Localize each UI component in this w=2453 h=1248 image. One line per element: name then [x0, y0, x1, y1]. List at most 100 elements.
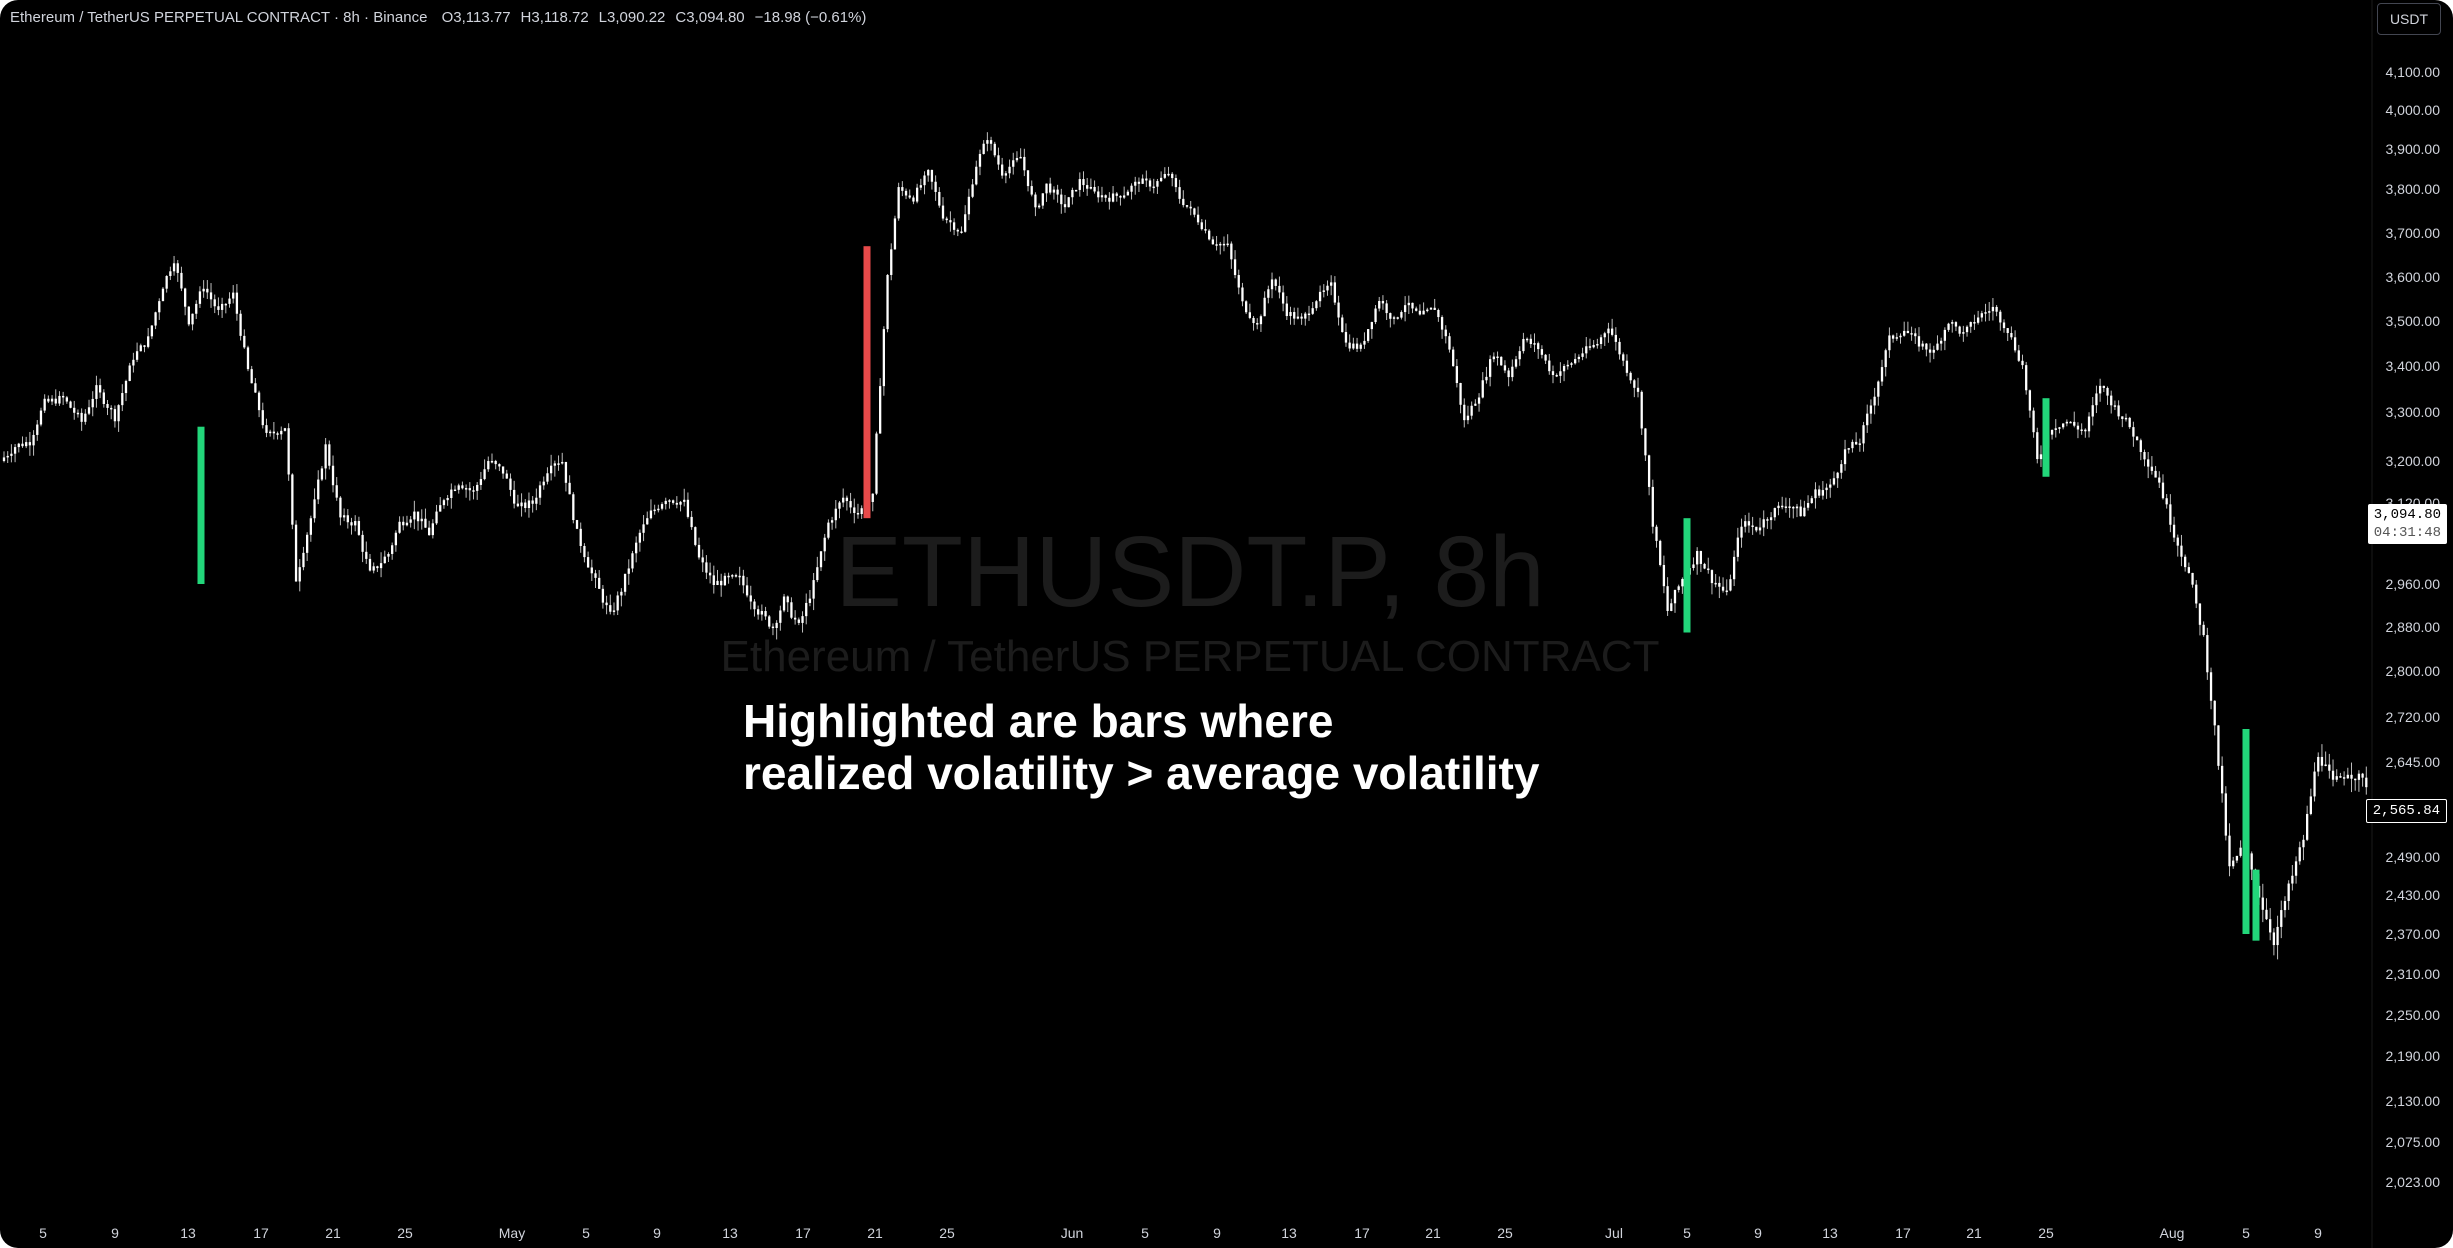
candle-body — [2050, 429, 2054, 435]
candle-body — [117, 405, 120, 422]
candle-body — [1921, 343, 1924, 347]
candle-body — [616, 595, 619, 611]
candle-body — [1980, 313, 1983, 318]
candle-body — [198, 291, 202, 304]
candle-body — [1991, 306, 1995, 312]
candle-body — [1696, 551, 1699, 565]
candle-body — [184, 288, 187, 307]
candle-body — [1511, 366, 1514, 378]
candle-body — [1204, 229, 1207, 231]
x-tick-label: 9 — [1213, 1225, 1221, 1241]
candle-body — [1245, 301, 1248, 313]
candle-body — [1529, 338, 1532, 344]
candle-body — [172, 263, 176, 272]
candle-body — [1470, 405, 1473, 416]
candle-body — [1426, 309, 1429, 312]
y-tick-label: 4,100.00 — [2386, 64, 2441, 80]
candle-body — [897, 187, 900, 219]
candle-body — [435, 511, 438, 524]
candle-body — [1862, 425, 1865, 444]
candle-body — [1699, 551, 1703, 564]
candle-body — [583, 545, 586, 558]
candle-body — [2128, 417, 2131, 428]
candle-body — [1074, 189, 1078, 192]
candle-body — [36, 424, 39, 435]
candle-body — [572, 494, 575, 521]
candle-body — [1111, 193, 1115, 202]
candle-body — [675, 502, 678, 505]
candle-body — [2180, 545, 2183, 557]
candle-body — [1093, 186, 1096, 192]
candle-body — [1965, 326, 1969, 333]
candle-body — [294, 524, 298, 582]
time-axis[interactable]: 5 9 13 17 21 25 May 5 9 13 17 21 25 Jun 5 9 13 17 21 25 Jul 5… — [39, 1225, 2322, 1241]
interval[interactable]: 8h — [343, 9, 360, 26]
candle-body — [372, 566, 375, 571]
candle-body — [834, 508, 837, 521]
candle-body — [442, 500, 446, 506]
candle-body — [1677, 586, 1680, 590]
candle-body — [657, 508, 660, 511]
candle-body — [893, 218, 897, 250]
candle-body — [1019, 156, 1022, 159]
indicator-price: 2,565.84 — [2372, 803, 2440, 819]
price-axis[interactable]: 4,100.00 4,000.00 3,900.00 3,800.00 3,700.00… — [2386, 64, 2441, 1190]
candle-body — [2080, 429, 2083, 431]
candle-body — [1670, 603, 1673, 611]
x-tick-label: 25 — [397, 1225, 413, 1241]
candle-body — [1045, 183, 1048, 194]
candle-body — [10, 453, 13, 456]
candle-body — [1958, 326, 1961, 334]
candle-body — [2091, 405, 2094, 417]
currency-button[interactable]: USDT — [2377, 3, 2441, 35]
candle-body — [879, 386, 882, 434]
candle-body — [2143, 452, 2146, 460]
x-tick-label: 17 — [253, 1225, 269, 1241]
candle-body — [1588, 346, 1592, 348]
candle-body — [195, 303, 198, 314]
candle-body — [956, 229, 959, 232]
candle-body — [930, 170, 934, 182]
candle-body — [1758, 527, 1762, 531]
candle-body — [808, 598, 812, 603]
candle-body — [1182, 198, 1185, 206]
candle-body — [1599, 337, 1603, 344]
candle-body — [590, 567, 593, 574]
candle-body — [1814, 489, 1817, 499]
candle-body — [106, 403, 109, 408]
candle-body — [849, 501, 852, 508]
candle-body — [354, 521, 357, 526]
candle-body — [1474, 403, 1477, 406]
candle-body — [409, 519, 412, 523]
candle-body — [1060, 194, 1063, 205]
candle-body — [964, 214, 967, 232]
candle-body — [753, 601, 756, 610]
candle-body — [982, 143, 985, 154]
candle-body — [971, 184, 974, 197]
candle-body — [1984, 312, 1987, 314]
candle-body — [1219, 243, 1222, 246]
candle-body — [2106, 387, 2109, 396]
candle-body — [1647, 455, 1651, 487]
candle-body — [1300, 316, 1303, 319]
x-tick-label: 9 — [2314, 1225, 2322, 1241]
candle-body — [2176, 537, 2179, 546]
candle-body — [1415, 308, 1418, 311]
candle-body — [978, 153, 982, 167]
candle-body — [1714, 582, 1717, 585]
candle-body — [1884, 350, 1887, 368]
candle-body — [1622, 354, 1625, 361]
candle-body — [1293, 312, 1296, 319]
candle-body — [823, 537, 826, 552]
candle-body — [1729, 579, 1732, 591]
candle-body — [997, 155, 1000, 165]
candle-body — [2084, 429, 2087, 432]
symbol-name[interactable]: Ethereum / TetherUS PERPETUAL CONTRACT — [10, 9, 330, 26]
candle-body — [2346, 774, 2349, 779]
candle-body — [668, 500, 671, 502]
candle-body — [65, 397, 68, 402]
x-tick-label: 5 — [1141, 1225, 1149, 1241]
candle-body — [1721, 586, 1725, 591]
candle-body — [2331, 770, 2335, 780]
